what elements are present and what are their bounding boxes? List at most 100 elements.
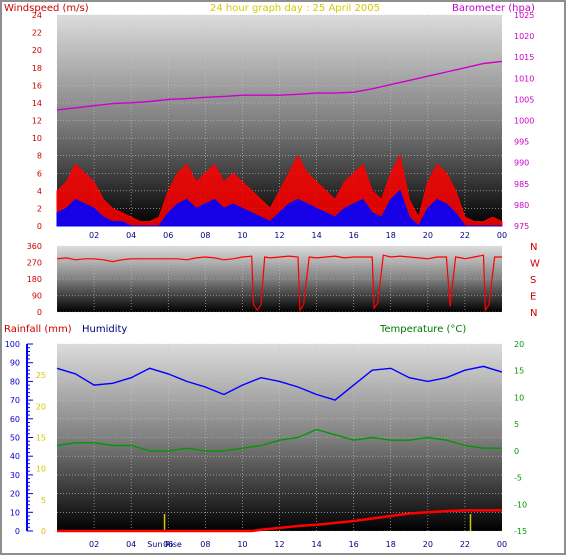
windspeed-tick-label: 0 — [37, 222, 42, 231]
windspeed-tick-label: 8 — [37, 152, 42, 161]
rainfall-tick-label: 20 — [36, 402, 46, 411]
humidity-tick-label: 40 — [10, 452, 20, 461]
humidity-tick-label: 60 — [10, 415, 20, 424]
direction-tick-label: 270 — [27, 259, 42, 268]
hour-tick-label: 00 — [497, 231, 507, 240]
barometer-tick-label: 980 — [514, 201, 529, 210]
temperature-axis-title: Temperature (°C) — [379, 324, 466, 335]
humidity-tick-label: 20 — [10, 490, 20, 499]
series-line-barometer-hpa- — [56, 60, 503, 111]
windspeed-tick-label: 2 — [37, 204, 42, 213]
hour-tick-label: 14 — [311, 540, 321, 549]
hour-tick-label: 22 — [460, 540, 470, 549]
hour-tick-label: 22 — [460, 231, 470, 240]
series-line-wind-direction — [56, 254, 502, 313]
barometer-tick-label: 995 — [514, 138, 529, 147]
barometer-tick-label: 1010 — [514, 74, 534, 83]
temperature-tick-label: -10 — [514, 500, 527, 509]
windspeed-tick-label: 16 — [32, 81, 42, 90]
temperature-tick-label: -5 — [514, 474, 522, 483]
compass-direction-label: W — [530, 259, 540, 270]
humidity-tick-label: 100 — [5, 340, 20, 349]
direction-tick-label: 360 — [27, 242, 42, 251]
direction-tick-label: 180 — [27, 275, 42, 284]
barometer-tick-label: 1005 — [514, 95, 534, 104]
hour-tick-label: 08 — [200, 540, 210, 549]
windspeed-tick-label: 4 — [37, 187, 42, 196]
windspeed-tick-label: 10 — [32, 134, 42, 143]
compass-direction-label: S — [530, 275, 536, 286]
axis-labels: 0246810121416182022249759809859909951000… — [5, 11, 540, 549]
humidity-tick-label: 0 — [15, 527, 20, 536]
rainfall-axis-title: Rainfall (mm) — [4, 324, 72, 335]
temperature-tick-label: 10 — [514, 393, 524, 402]
direction-tick-label: 0 — [37, 308, 42, 317]
humidity-tick-label: 90 — [10, 359, 20, 368]
windspeed-axis-title: Windspeed (m/s) — [4, 3, 89, 14]
windspeed-tick-label: 6 — [37, 169, 42, 178]
hour-tick-label: 10 — [237, 540, 247, 549]
barometer-tick-label: 1000 — [514, 117, 534, 126]
windspeed-tick-label: 22 — [32, 29, 42, 38]
series-line-humidity — [56, 365, 503, 401]
windspeed-tick-label: 12 — [32, 117, 42, 126]
hour-tick-label: 00 — [497, 540, 507, 549]
hour-tick-label: 06 — [163, 231, 173, 240]
hour-tick-label: 14 — [311, 231, 321, 240]
sun-rise-label: Sun Rise — [147, 540, 182, 549]
windspeed-tick-label: 20 — [32, 46, 42, 55]
hour-tick-label: 18 — [386, 540, 396, 549]
hour-tick-label: 02 — [89, 231, 99, 240]
hour-tick-label: 16 — [349, 540, 359, 549]
hour-tick-label: 20 — [423, 231, 433, 240]
rainfall-tick-label: 10 — [36, 465, 46, 474]
rainfall-tick-label: 5 — [41, 496, 46, 505]
hour-tick-label: 08 — [200, 231, 210, 240]
windspeed-tick-label: 24 — [32, 11, 42, 20]
barometer-tick-label: 1020 — [514, 32, 534, 41]
humidity-tick-label: 70 — [10, 396, 20, 405]
series-line-temperature-c- — [56, 428, 502, 452]
barometer-tick-label: 985 — [514, 180, 529, 189]
humidity-tick-label: 80 — [10, 377, 20, 386]
chart-marks — [56, 60, 503, 533]
barometer-tick-label: 1025 — [514, 11, 534, 20]
rainfall-tick-label: 25 — [36, 371, 46, 380]
temperature-tick-label: 5 — [514, 420, 519, 429]
barometer-tick-label: 975 — [514, 222, 529, 231]
hour-tick-label: 12 — [274, 231, 284, 240]
humidity-tick-label: 30 — [10, 471, 20, 480]
hour-tick-label: 16 — [349, 231, 359, 240]
hour-tick-label: 18 — [386, 231, 396, 240]
compass-direction-label: N — [530, 242, 537, 253]
barometer-axis-title: Barometer (hpa) — [452, 3, 535, 14]
temperature-tick-label: 15 — [514, 367, 524, 376]
humidity-axis-title: Humidity — [82, 324, 127, 335]
hour-tick-label: 02 — [89, 540, 99, 549]
series-line-rainfall-mm- — [57, 509, 502, 533]
humidity-tick-label: 50 — [10, 434, 20, 443]
rainfall-tick-label: 0 — [41, 527, 46, 536]
hour-tick-label: 04 — [126, 231, 136, 240]
barometer-tick-label: 1015 — [514, 53, 534, 62]
hour-tick-label: 12 — [274, 540, 284, 549]
hour-tick-label: 06 — [163, 540, 173, 549]
windspeed-tick-label: 14 — [32, 99, 42, 108]
temperature-tick-label: 20 — [514, 340, 524, 349]
temperature-tick-label: -15 — [514, 527, 527, 536]
hour-tick-label: 04 — [126, 540, 136, 549]
hour-tick-label: 10 — [237, 231, 247, 240]
hour-tick-label: 20 — [423, 540, 433, 549]
series-area-wind-gust — [56, 189, 502, 227]
compass-direction-label: E — [530, 292, 536, 303]
humidity-tick-label: 10 — [10, 508, 20, 517]
compass-direction-label: N — [530, 308, 537, 319]
barometer-tick-label: 990 — [514, 159, 529, 168]
windspeed-tick-label: 18 — [32, 64, 42, 73]
chart-title: 24 hour graph day : 25 April 2005 — [210, 3, 380, 14]
temperature-tick-label: 0 — [514, 447, 519, 456]
rainfall-tick-label: 15 — [36, 434, 46, 443]
direction-tick-label: 90 — [32, 292, 42, 301]
